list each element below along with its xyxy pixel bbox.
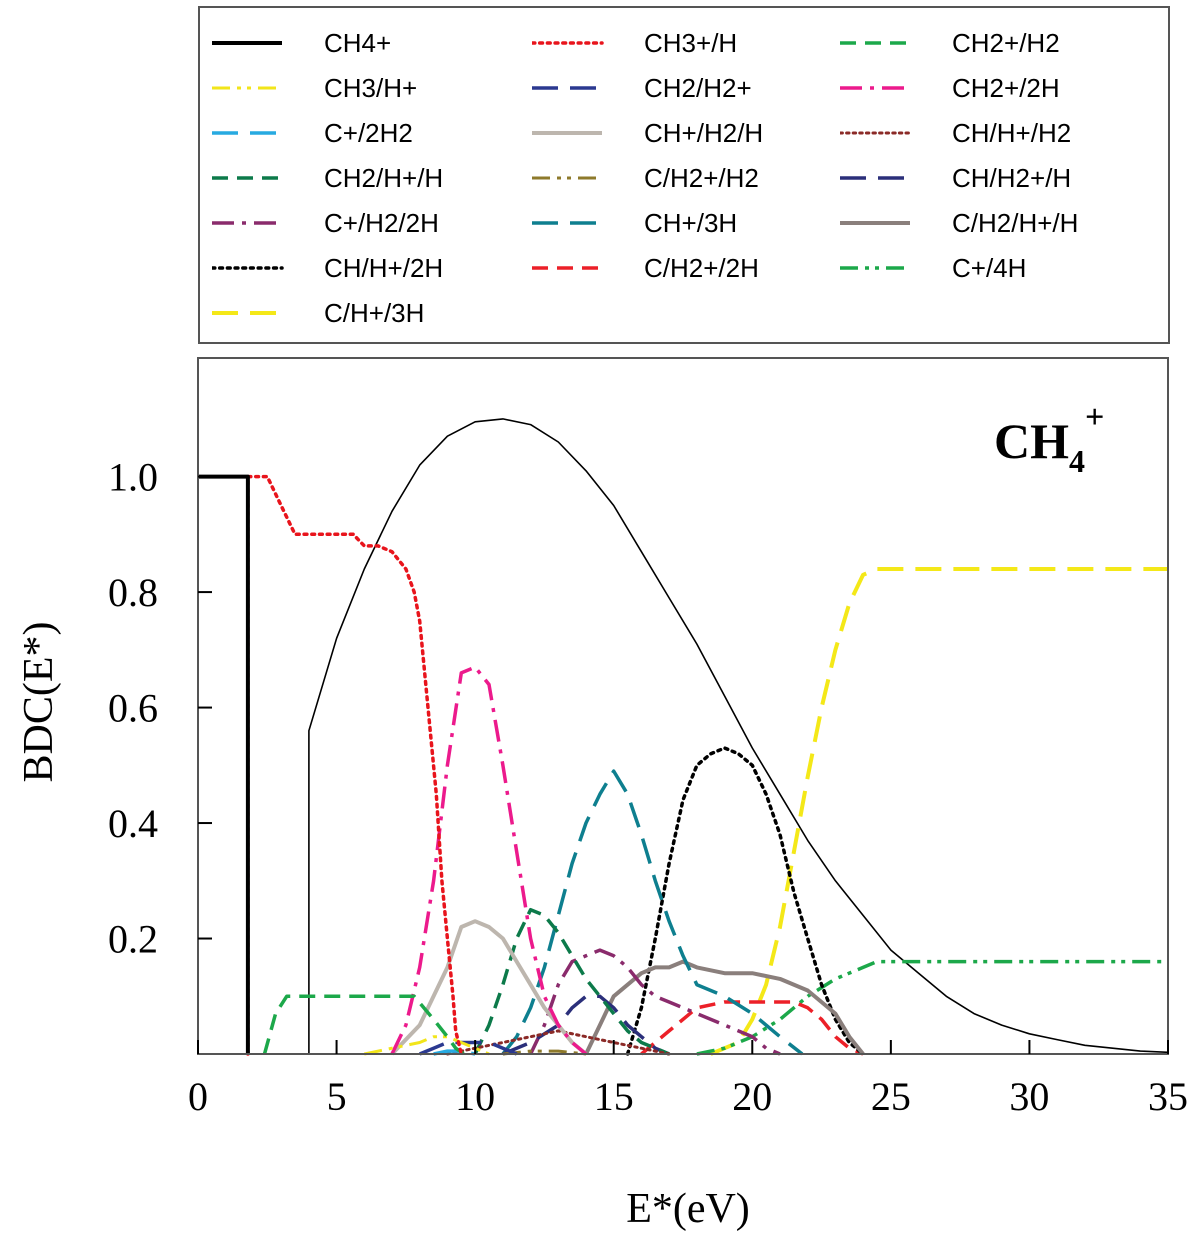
series-line-c-hplus-3h <box>709 567 1168 1056</box>
x-tick-label: 30 <box>1009 1074 1049 1119</box>
series-line-ch2plus-h2 <box>262 994 466 1056</box>
series-line-ch3plus-h <box>246 474 464 1056</box>
legend-swatch <box>212 86 282 90</box>
legend-label: C+/H2/2H <box>324 208 439 238</box>
curve-breakdownenvelope <box>308 418 1169 1054</box>
legend-label: CH2+/H2 <box>952 28 1060 58</box>
series-line-ch-hplus-2h <box>625 746 865 1056</box>
series-line-chplus-h2-h <box>390 919 588 1056</box>
legend-swatch <box>212 266 284 270</box>
legend-label: CH2/H2+ <box>644 73 752 103</box>
legend-item-ch2plus-h2: CH2+/H2 <box>840 26 1140 60</box>
legend-item-ch3-hplus: CH3/H+ <box>212 71 512 105</box>
series-line-ch4plus <box>198 474 250 1054</box>
y-axis-title: BDC(E*) <box>16 622 62 783</box>
x-tick-label: 25 <box>871 1074 911 1119</box>
curves-layer <box>198 418 1169 1056</box>
series-line-ch-hplus-h2 <box>445 1029 671 1056</box>
legend-label: CH2/H+/H <box>324 163 444 193</box>
x-tick-label: 0 <box>188 1074 208 1119</box>
legend-item-c-h2plus-2h: C/H2+/2H <box>532 251 832 285</box>
series-line-c-h2-hplus-h <box>584 959 865 1056</box>
series-line-cplus-2h2 <box>433 1049 476 1056</box>
legend-item-c-h2plus-h2: C/H2+/H2 <box>532 161 832 195</box>
x-tick-label: 5 <box>327 1074 347 1119</box>
legend-swatch <box>532 221 602 225</box>
legend-item-cplus-2h2: C+/2H2 <box>212 116 512 150</box>
y-tick-label: 0.6 <box>108 686 158 731</box>
y-tick-label: 0.8 <box>108 570 158 615</box>
series-line-cplus-h2-2h <box>529 948 781 1056</box>
series-line-chplus-3h <box>501 769 804 1056</box>
series-line-ch2plus-2h <box>390 665 588 1056</box>
panel-label-base: CH <box>994 413 1069 469</box>
legend-item-cplus-4h: C+/4H <box>840 251 1140 285</box>
legend-label: CH/H+/2H <box>324 253 444 283</box>
panel-label-sub: 4 <box>1069 443 1085 479</box>
legend-swatch <box>840 266 910 270</box>
legend-label: CH/H2+/H <box>952 163 1072 193</box>
x-tick-label: 35 <box>1148 1074 1188 1119</box>
legend-swatch <box>840 41 910 45</box>
legend-item-ch-h2plus-h: CH/H2+/H <box>840 161 1140 195</box>
legend-item-c-h2-hplus-h: C/H2/H+/H <box>840 206 1140 240</box>
legend-swatch <box>840 221 910 225</box>
legend-swatch <box>532 131 602 135</box>
legend-label: C/H2/H+/H <box>952 208 1079 238</box>
legend-label: CH/H+/H2 <box>952 118 1072 148</box>
legend-swatch <box>212 311 282 315</box>
legend-label: C+/2H2 <box>324 118 413 148</box>
legend-swatch <box>212 221 282 225</box>
axes-layer: 0 5 10 15 20 25 30 35 0.2 0.4 0.6 0.8 1.0 <box>108 357 1188 1119</box>
legend-swatch <box>532 41 604 45</box>
y-tick-label: 0.2 <box>108 917 158 962</box>
legend-item-chplus-3h: CH+/3H <box>532 206 832 240</box>
legend-swatch <box>212 131 282 135</box>
legend-item-ch4plus: CH4+ <box>212 26 512 60</box>
legend-label: C/H+/3H <box>324 298 425 328</box>
legend-label: CH+/3H <box>644 208 738 238</box>
legend-label: CH2+/2H <box>952 73 1060 103</box>
legend-swatch <box>532 266 602 270</box>
legend-swatch <box>840 131 912 135</box>
legend-swatch <box>212 176 282 180</box>
legend-item-ch3plus-h: CH3+/H <box>532 26 832 60</box>
series-line-cplus-4h <box>696 959 1168 1056</box>
legend-item-ch2-h2plus: CH2/H2+ <box>532 71 832 105</box>
legend-label: CH3+/H <box>644 28 738 58</box>
panel-label: CH4+ <box>994 399 1104 479</box>
legend-label: C+/4H <box>952 253 1027 283</box>
series-line-ch2-h2plus <box>419 1040 518 1056</box>
y-tick-label: 0.4 <box>108 801 158 846</box>
legend-item-ch2-hplus-h: CH2/H+/H <box>212 161 512 195</box>
legend-item-ch-hplus-h2: CH/H+/H2 <box>840 116 1140 150</box>
legend: CH4+ CH3+/H CH2+/H2 CH3/H+ CH2/H2+ CH2+/2H C+/… <box>198 6 1170 344</box>
legend-item-c-hplus-3h: C/H+/3H <box>212 296 512 330</box>
legend-swatch <box>840 86 910 90</box>
legend-label: CH+/H2/H <box>644 118 764 148</box>
series-line-c-h2plus-2h <box>640 1000 864 1056</box>
legend-label: C/H2+/H2 <box>644 163 759 193</box>
series-line-ch2-hplus-h <box>473 907 670 1056</box>
x-axis-title: E*(eV) <box>626 1186 750 1232</box>
legend-item-chplus-h2-h: CH+/H2/H <box>532 116 832 150</box>
legend-label: CH4+ <box>324 28 392 58</box>
legend-label: CH3/H+ <box>324 73 418 103</box>
legend-item-cplus-h2-2h: C+/H2/2H <box>212 206 512 240</box>
legend-swatch <box>532 176 602 180</box>
series-line-ch-h2plus-h <box>502 994 670 1056</box>
legend-swatch <box>532 86 602 90</box>
legend-item-ch2plus-2h: CH2+/2H <box>840 71 1140 105</box>
x-tick-label: 20 <box>732 1074 772 1119</box>
legend-label: C/H2+/2H <box>644 253 759 283</box>
plot-frame <box>197 357 1169 1055</box>
panel-label-sup: + <box>1085 399 1104 436</box>
legend-swatch <box>212 41 282 45</box>
y-tick-label: 1.0 <box>108 455 158 500</box>
legend-item-ch-hplus-2h: CH/H+/2H <box>212 251 512 285</box>
legend-swatch <box>840 176 910 180</box>
x-tick-label: 10 <box>455 1074 495 1119</box>
x-tick-label: 15 <box>594 1074 634 1119</box>
